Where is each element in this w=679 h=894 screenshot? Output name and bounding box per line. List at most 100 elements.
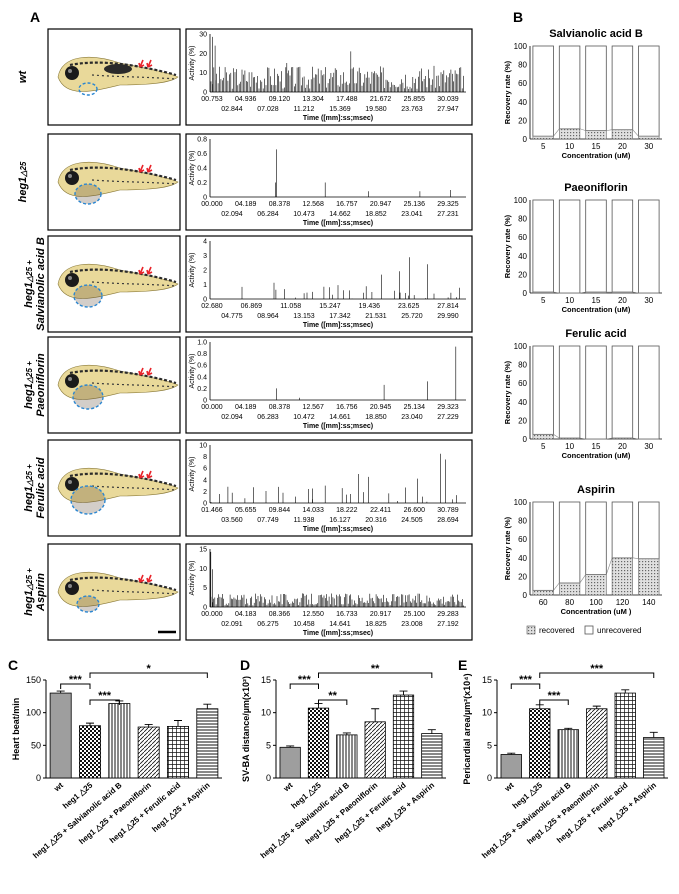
significance-label: **: [328, 690, 337, 702]
significance-bracket: [289, 683, 319, 689]
error-bar: [203, 703, 212, 709]
red-arrow-icon: [138, 266, 145, 275]
y-tick-label: 1: [203, 282, 207, 289]
y-tick-label: 40: [518, 252, 527, 261]
x-axis-label: Time ([mm]:ss;msec): [303, 526, 373, 533]
x-axis-label: Time ([mm]:ss;msec): [303, 423, 373, 430]
x-tick-label-top: 00.000: [201, 404, 223, 411]
x-axis-label: Time ([mm]:ss;msec): [303, 630, 373, 637]
bar-unrecovered: [532, 501, 554, 591]
bar-unrecovered: [611, 199, 634, 293]
bar-unrecovered: [585, 501, 607, 575]
y-tick-label: 20: [199, 51, 207, 58]
x-tick-label-top: 25.100: [404, 611, 426, 618]
x-axis-label: Concentration (uM ): [561, 607, 632, 616]
row-label-sub: △25 +: [25, 260, 34, 283]
x-tick-label-bottom: 20.316: [365, 517, 387, 524]
y-tick-label: 15: [482, 675, 492, 685]
bar: [364, 721, 386, 779]
y-axis-label: Heart beat/min: [11, 698, 21, 761]
x-tick-label-top: 15.247: [319, 303, 341, 310]
x-tick-label-top: 05.655: [235, 507, 257, 514]
y-tick-label: 0: [203, 195, 207, 202]
x-tick-label: 30: [644, 296, 653, 305]
bar-unrecovered: [585, 45, 607, 132]
chart-title: Salvianolic acid B: [549, 28, 643, 40]
x-tick-label-top: 26.600: [404, 507, 426, 514]
x-tick-label: 5: [541, 142, 546, 151]
row-fer: heg1△25 + Ferulic acid 10 8 6 4 2 0 Activity (%)…: [23, 439, 473, 537]
row-label-sub: △25 +: [25, 361, 34, 384]
fish-body: [57, 571, 179, 607]
fish-eye: [65, 477, 79, 491]
pericardial-outline: [72, 384, 104, 410]
y-tick-label: 8: [203, 454, 207, 461]
x-tick-label-top: 08.378: [269, 201, 291, 208]
y-tick-label: 0: [487, 773, 492, 783]
x-tick-label-bottom: 21.531: [365, 313, 387, 320]
bar-recovered: [532, 590, 554, 596]
bar: [557, 729, 579, 779]
y-tick-label: 20: [518, 116, 527, 125]
x-tick-label-top: 04.936: [235, 96, 257, 103]
x-tick-label-bottom: 24.505: [401, 517, 423, 524]
red-arrow-icon: [146, 470, 153, 479]
fish-eye: [65, 171, 79, 185]
fish-pigment-stripe: [69, 166, 177, 182]
pericardial-outline: [76, 595, 100, 613]
bar-unrecovered: [558, 45, 581, 130]
bar-unrecovered: [611, 45, 634, 131]
y-tick-label: 0.6: [197, 363, 207, 370]
significance-label: ***: [69, 674, 83, 686]
x-tick-label-top: 16.733: [336, 611, 358, 618]
y-tick-label: 6: [203, 466, 207, 473]
y-tick-label: 0: [266, 773, 271, 783]
y-tick-label: 40: [518, 554, 527, 563]
red-arrow-icon: [146, 266, 153, 275]
fish-body: [57, 161, 179, 197]
error-bar: [371, 708, 380, 722]
y-tick-label: 60: [518, 379, 527, 388]
x-tick-label-top: 20.917: [370, 611, 392, 618]
y-tick-label: 5: [266, 740, 271, 750]
bar: [79, 725, 101, 779]
recovered-connector: [532, 434, 660, 440]
y-tick-label: 40: [518, 398, 527, 407]
error-bar: [564, 727, 573, 730]
significance-bracket: [89, 672, 208, 678]
activity-trace: [241, 257, 460, 299]
y-tick-label: 0: [36, 773, 41, 783]
red-arrow-icon: [146, 367, 153, 376]
fish-lateral-line: [91, 281, 177, 287]
significance-label: *: [147, 663, 152, 675]
bar: [421, 733, 443, 779]
row-label-drug: Aspirin: [35, 573, 47, 612]
x-tick-label-top: 04.189: [235, 201, 257, 208]
x-tick-label: 30: [644, 142, 653, 151]
x-tick-label-top: 30.789: [437, 507, 459, 514]
x-tick-label-top: 25.136: [404, 201, 426, 208]
x-tick-label-top: 16.757: [336, 201, 358, 208]
y-tick-label: 100: [514, 42, 528, 51]
x-tick-label-bottom: 02.094: [221, 414, 243, 421]
x-tick-label-bottom: 06.275: [257, 621, 279, 628]
x-tick-label-top: 04.189: [235, 404, 257, 411]
x-axis-label: Concentration (uM): [562, 451, 631, 460]
pericardial-outline: [78, 82, 98, 96]
legend-label-unrecovered: unrecovered: [597, 626, 641, 635]
y-tick-label: 0.6: [197, 151, 207, 158]
bar-recovered: [638, 135, 660, 140]
x-tick-label-bottom: 07.028: [257, 106, 279, 113]
recovered-connector: [532, 557, 660, 591]
bar-unrecovered: [558, 345, 581, 439]
row-label: heg1△25 +: [23, 464, 35, 512]
significance-label: **: [371, 663, 380, 675]
bar: [196, 708, 219, 779]
x-tick-label-bottom: 25.720: [401, 313, 423, 320]
